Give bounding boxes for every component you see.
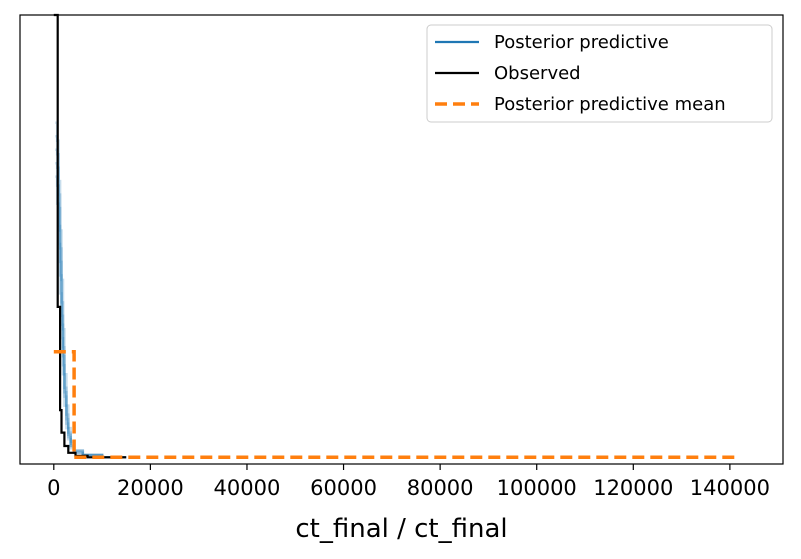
plot-frame bbox=[19, 14, 784, 465]
x-tick-label: 120000 bbox=[593, 476, 673, 500]
posterior-predictive-draw-1 bbox=[55, 121, 127, 459]
legend-box bbox=[426, 24, 773, 123]
x-tick-label: 100000 bbox=[497, 476, 577, 500]
x-axis: 0 20000 40000 60000 80000 100000 120000 140000 bbox=[47, 464, 770, 500]
posterior-predictive-draw-2 bbox=[55, 134, 127, 459]
legend-label: Posterior predictive mean bbox=[494, 94, 726, 115]
legend: Posterior predictive Observed Posterior pr… bbox=[426, 24, 773, 123]
posterior-predictive-draw-4 bbox=[55, 161, 127, 459]
x-tick-label: 60000 bbox=[310, 476, 377, 500]
x-axis-label: ct_final / ct_final bbox=[295, 514, 507, 544]
legend-label: Posterior predictive bbox=[494, 32, 669, 53]
x-tick-label: 80000 bbox=[407, 476, 474, 500]
x-tick-label: 40000 bbox=[214, 476, 281, 500]
legend-label: Observed bbox=[494, 63, 581, 84]
posterior-predictive-mean-line bbox=[53, 350, 735, 460]
posterior-predictive-draw-3 bbox=[55, 148, 127, 459]
x-tick-label: 0 bbox=[47, 476, 60, 500]
x-tick-label: 140000 bbox=[690, 476, 770, 500]
posterior-predictive-draw-5 bbox=[55, 175, 127, 459]
x-tick-label: 20000 bbox=[117, 476, 184, 500]
plot-area bbox=[19, 13, 784, 465]
